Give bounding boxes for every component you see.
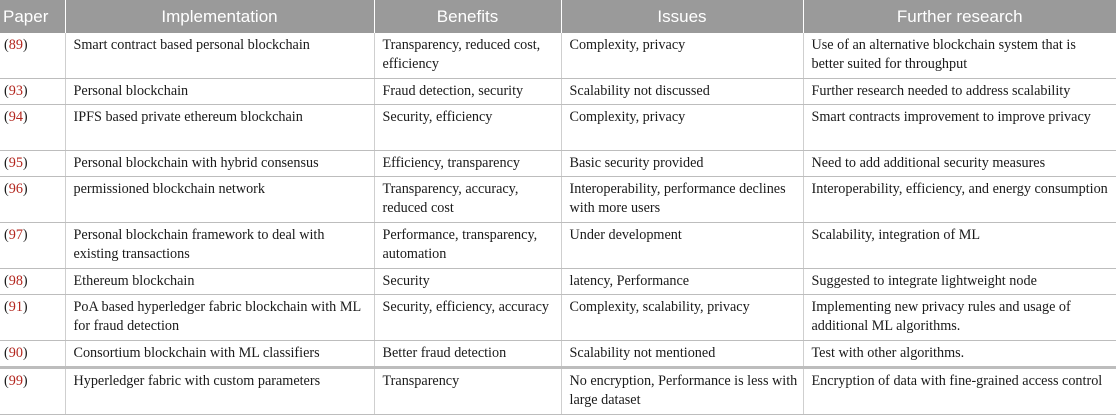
- table-row: (98) Ethereum blockchain Security latenc…: [0, 268, 1116, 295]
- reference-link[interactable]: 89: [8, 37, 23, 53]
- further-research-cell: Encryption of data with fine-grained acc…: [803, 366, 1116, 415]
- implementation-cell: permissioned blockchain network: [65, 176, 375, 223]
- benefits-cell: Security, efficiency, accuracy: [374, 294, 562, 341]
- issues-cell: Scalability not mentioned: [561, 340, 804, 368]
- further-research-cell: Test with other algorithms.: [803, 340, 1116, 368]
- implementation-cell: PoA based hyperledger fabric blockchain …: [65, 294, 375, 341]
- issues-cell: Complexity, privacy: [561, 33, 804, 79]
- table-row: (94) IPFS based private ethereum blockch…: [0, 104, 1116, 151]
- benefits-cell: Transparency, accuracy, reduced cost: [374, 176, 562, 223]
- table-row: (89) Smart contract based personal block…: [0, 33, 1116, 79]
- paper-cell: (93): [0, 78, 66, 105]
- implementation-cell: Smart contract based personal blockchain: [65, 33, 375, 79]
- further-research-cell: Scalability, integration of ML: [803, 222, 1116, 269]
- benefits-cell: Fraud detection, security: [374, 78, 562, 105]
- benefits-cell: Performance, transparency, automation: [374, 222, 562, 269]
- implementation-cell: Hyperledger fabric with custom parameter…: [65, 366, 375, 415]
- paper-cell: (90): [0, 340, 66, 368]
- paper-cell: (96): [0, 176, 66, 223]
- header-benefits: Benefits: [374, 0, 562, 33]
- header-issues: Issues: [561, 0, 804, 33]
- issues-cell: latency, Performance: [561, 268, 804, 295]
- paper-cell: (99): [0, 366, 66, 415]
- table-row: (90) Consortium blockchain with ML class…: [0, 340, 1116, 368]
- benefits-cell: Transparency: [374, 366, 562, 415]
- implementation-cell: Consortium blockchain with ML classifier…: [65, 340, 375, 368]
- reference-link[interactable]: 97: [8, 227, 23, 243]
- reference-link[interactable]: 91: [8, 299, 23, 315]
- reference-link[interactable]: 93: [8, 83, 23, 99]
- further-research-cell: Further research needed to address scala…: [803, 78, 1116, 105]
- implementation-cell: Ethereum blockchain: [65, 268, 375, 295]
- further-research-cell: Need to add additional security measures: [803, 150, 1116, 177]
- issues-cell: No encryption, Performance is less with …: [561, 366, 804, 415]
- benefits-cell: Better fraud detection: [374, 340, 562, 368]
- table-row: (93) Personal blockchain Fraud detection…: [0, 78, 1116, 105]
- benefits-cell: Transparency, reduced cost, efficiency: [374, 33, 562, 79]
- implementation-cell: Personal blockchain with hybrid consensu…: [65, 150, 375, 177]
- reference-link[interactable]: 95: [8, 155, 23, 171]
- header-row: Paper Implementation Benefits Issues Fur…: [0, 0, 1116, 33]
- issues-cell: Scalability not discussed: [561, 78, 804, 105]
- paper-cell: (95): [0, 150, 66, 177]
- issues-cell: Under development: [561, 222, 804, 269]
- issues-cell: Complexity, privacy: [561, 104, 804, 151]
- implementation-cell: Personal blockchain: [65, 78, 375, 105]
- reference-link[interactable]: 94: [8, 109, 23, 125]
- benefits-cell: Security, efficiency: [374, 104, 562, 151]
- issues-cell: Complexity, scalability, privacy: [561, 294, 804, 341]
- issues-cell: Interoperability, performance declines w…: [561, 176, 804, 223]
- reference-link[interactable]: 90: [8, 345, 23, 361]
- implementation-cell: IPFS based private ethereum blockchain: [65, 104, 375, 151]
- paper-cell: (98): [0, 268, 66, 295]
- header-paper: Paper: [0, 0, 66, 33]
- reference-link[interactable]: 96: [8, 181, 23, 197]
- further-research-cell: Interoperability, efficiency, and energy…: [803, 176, 1116, 223]
- issues-cell: Basic security provided: [561, 150, 804, 177]
- benefits-cell: Security: [374, 268, 562, 295]
- implementation-cell: Personal blockchain framework to deal wi…: [65, 222, 375, 269]
- table-row: (95) Personal blockchain with hybrid con…: [0, 150, 1116, 177]
- table-row: (96) permissioned blockchain network Tra…: [0, 176, 1116, 223]
- header-implementation: Implementation: [65, 0, 375, 33]
- further-research-cell: Use of an alternative blockchain system …: [803, 33, 1116, 79]
- header-further-research: Further research: [803, 0, 1116, 33]
- further-research-cell: Implementing new privacy rules and usage…: [803, 294, 1116, 341]
- further-research-cell: Suggested to integrate lightweight node: [803, 268, 1116, 295]
- reference-link[interactable]: 98: [8, 273, 23, 289]
- paper-cell: (91): [0, 294, 66, 341]
- benefits-cell: Efficiency, transparency: [374, 150, 562, 177]
- table-row: (91) PoA based hyperledger fabric blockc…: [0, 294, 1116, 341]
- table-row: (99) Hyperledger fabric with custom para…: [0, 366, 1116, 415]
- reference-link[interactable]: 99: [8, 373, 23, 389]
- further-research-cell: Smart contracts improvement to improve p…: [803, 104, 1116, 151]
- paper-cell: (94): [0, 104, 66, 151]
- paper-cell: (97): [0, 222, 66, 269]
- paper-cell: (89): [0, 33, 66, 79]
- table-row: (97) Personal blockchain framework to de…: [0, 222, 1116, 269]
